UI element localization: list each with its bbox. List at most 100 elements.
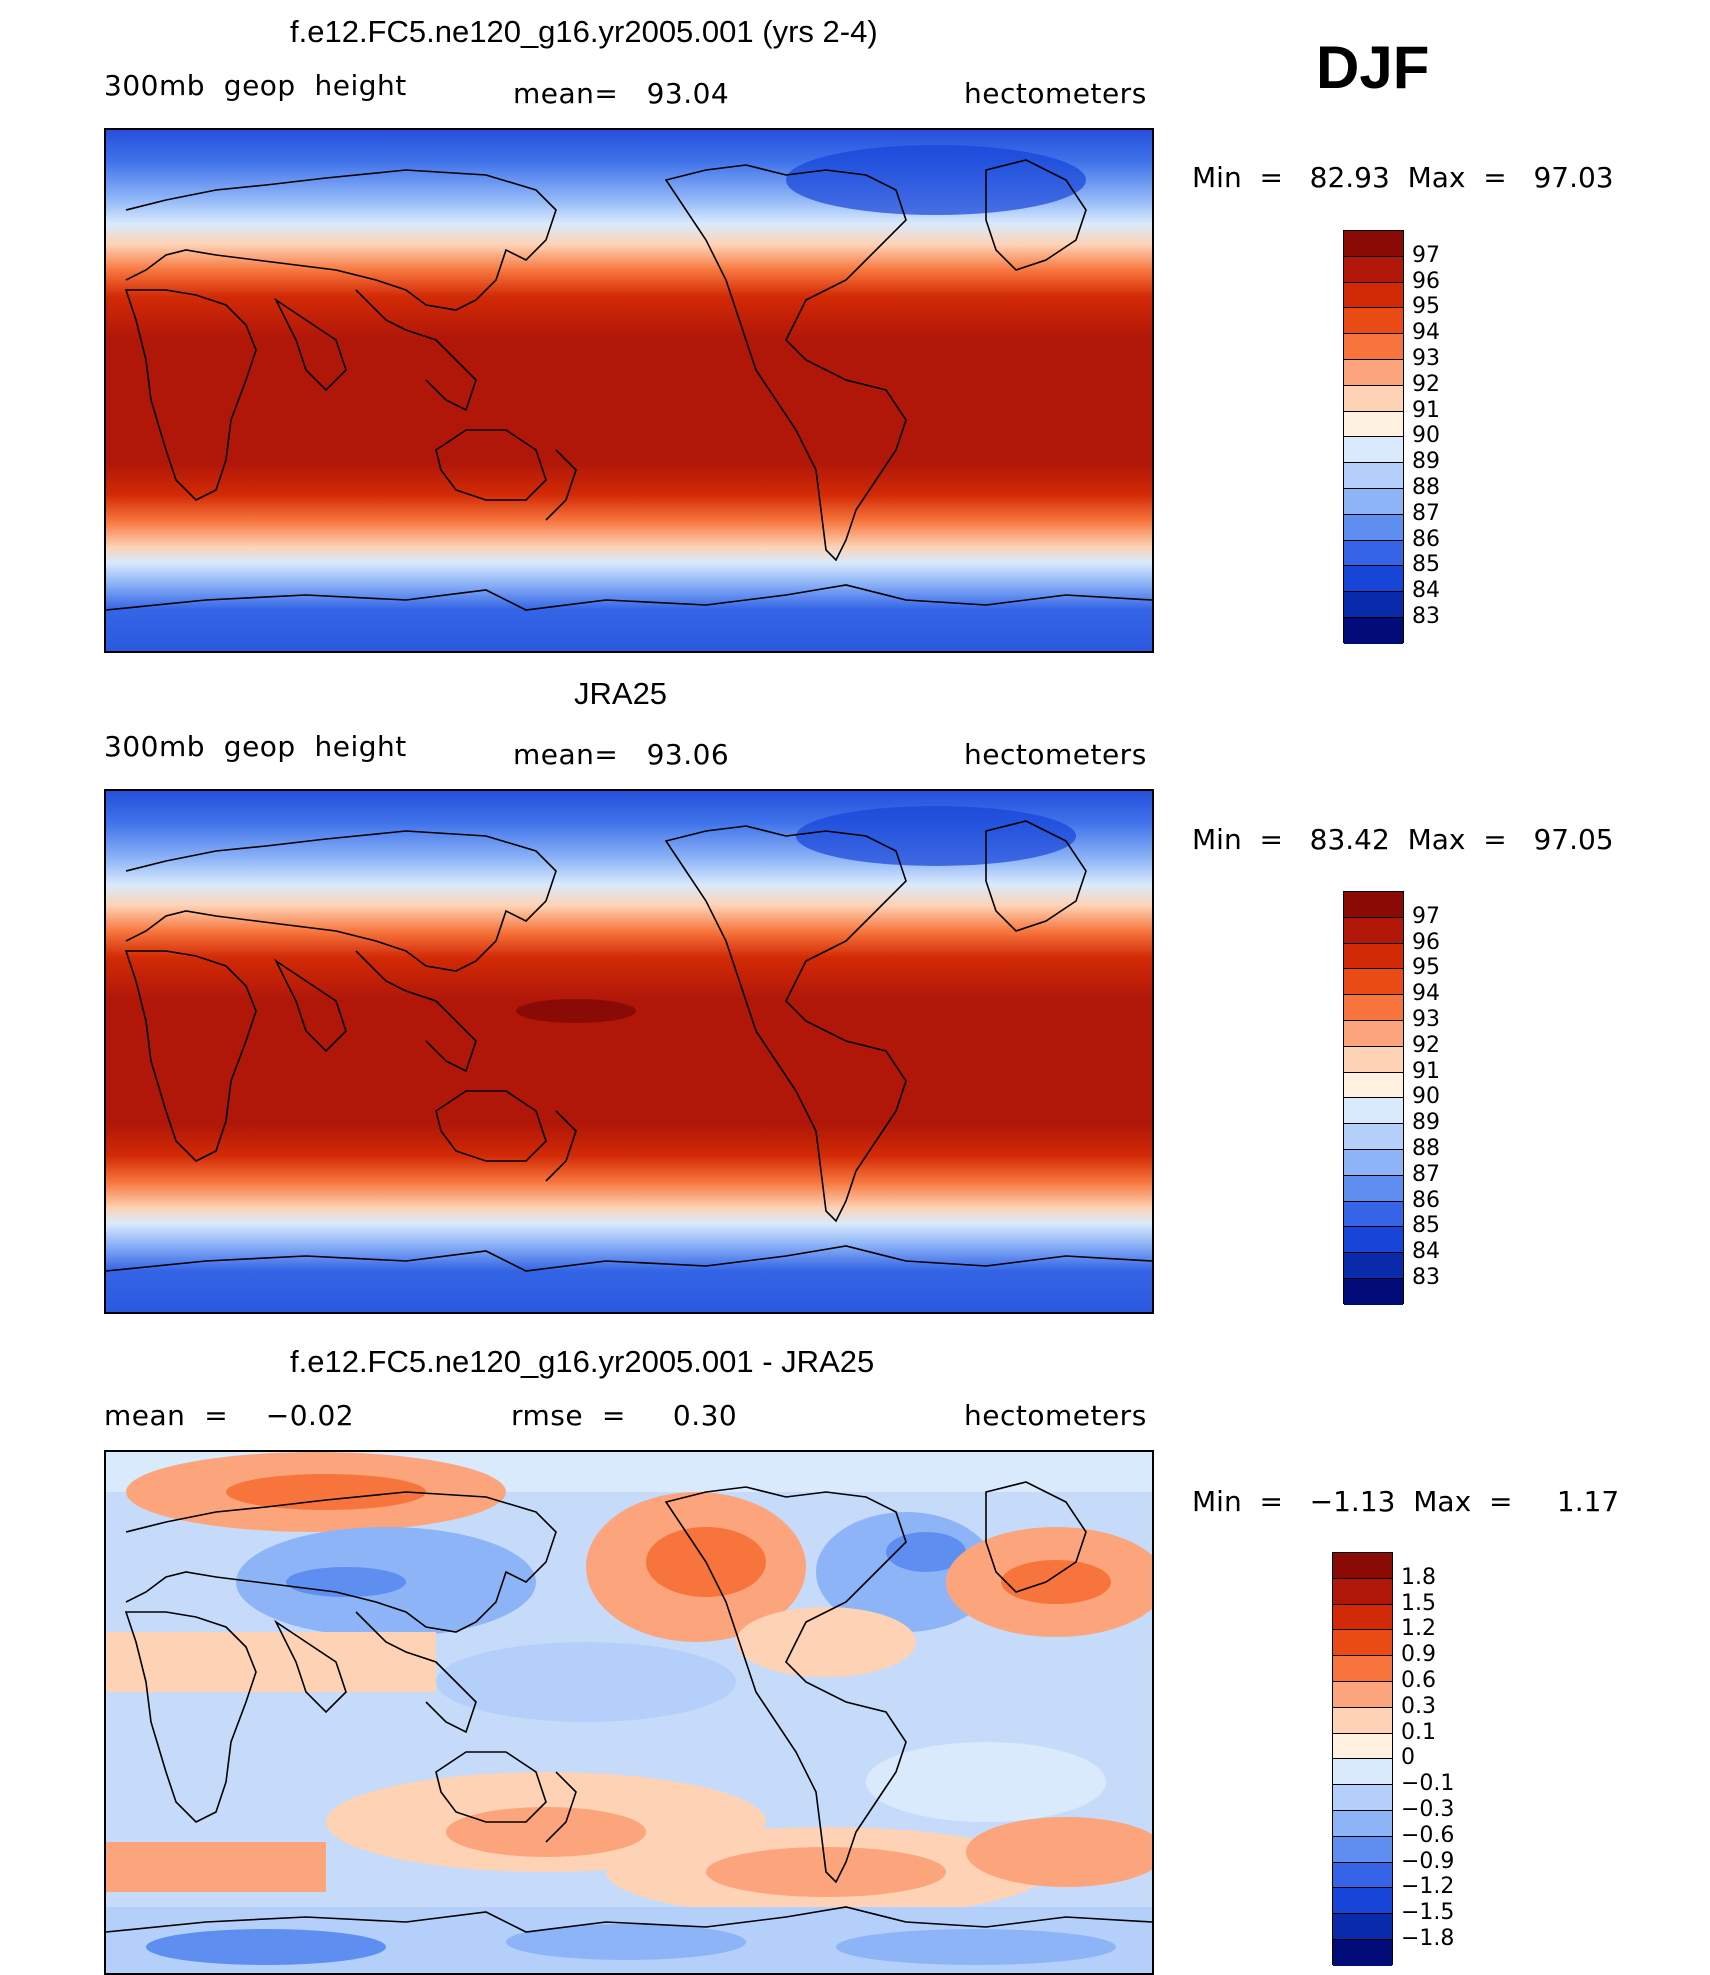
colorbar-tick-label: 89 bbox=[1412, 1110, 1440, 1136]
colorbar-swatch bbox=[1344, 540, 1403, 567]
colorbar-swatch bbox=[1344, 1072, 1403, 1099]
colorbar-tick-label: 84 bbox=[1412, 578, 1440, 604]
colorbar-box bbox=[1332, 1552, 1393, 1966]
colorbar-swatch bbox=[1333, 1785, 1392, 1811]
colorbar-swatch bbox=[1333, 1553, 1392, 1579]
panel-1-map bbox=[104, 128, 1154, 653]
panel-1-field bbox=[106, 130, 1152, 651]
colorbar-tick-label: 89 bbox=[1412, 449, 1440, 475]
colorbar-swatch bbox=[1344, 1124, 1403, 1150]
colorbar-tick-label: 0.9 bbox=[1401, 1642, 1436, 1668]
colorbar-swatch bbox=[1344, 1098, 1403, 1125]
colorbar-swatch bbox=[1344, 1279, 1403, 1305]
colorbar-swatch bbox=[1333, 1759, 1392, 1786]
panel-2-mean-label: mean= 93.06 bbox=[513, 738, 730, 771]
colorbar-tick-label: 87 bbox=[1412, 500, 1440, 526]
colorbar-swatch bbox=[1344, 1227, 1403, 1254]
colorbar-tick-label: 86 bbox=[1412, 1187, 1440, 1213]
colorbar-tick-label: −1.2 bbox=[1401, 1874, 1455, 1900]
panel-3-mean-label: mean = −0.02 bbox=[104, 1399, 355, 1432]
colorbar-tick-label: 93 bbox=[1412, 346, 1440, 371]
colorbar-tick-label: 90 bbox=[1412, 1084, 1440, 1110]
colorbar-swatch bbox=[1333, 1811, 1392, 1837]
colorbar-tick-label: −1.8 bbox=[1401, 1926, 1455, 1951]
colorbar-tick-label: 92 bbox=[1412, 371, 1440, 397]
colorbar-tick-label: 92 bbox=[1412, 1032, 1440, 1058]
colorbar-swatch bbox=[1344, 892, 1403, 918]
colorbar-tick-label: −0.1 bbox=[1401, 1771, 1455, 1797]
panel-2-coastlines bbox=[106, 820, 1152, 1272]
panel-2-field bbox=[106, 791, 1152, 1312]
colorbar-tick-label: −1.5 bbox=[1401, 1900, 1455, 1926]
colorbar-tick-label: 91 bbox=[1412, 1058, 1440, 1084]
panel-2-map-svg bbox=[106, 791, 1152, 1312]
colorbar-swatch bbox=[1344, 385, 1403, 412]
colorbar-tick-label: 95 bbox=[1412, 955, 1440, 981]
colorbar-tick-label: 1.8 bbox=[1401, 1564, 1436, 1590]
colorbar-swatch bbox=[1344, 1175, 1403, 1202]
colorbar-swatch bbox=[1344, 1150, 1403, 1176]
panel-2-minmax: Min = 83.42 Max = 97.05 bbox=[1192, 823, 1614, 856]
colorbar-tick-label: 88 bbox=[1412, 1136, 1440, 1161]
colorbar-tick-label: 83 bbox=[1412, 1265, 1440, 1290]
colorbar-swatch bbox=[1333, 1707, 1392, 1734]
colorbar-tick-label: −0.3 bbox=[1401, 1797, 1455, 1822]
colorbar-tick-label: 93 bbox=[1412, 1007, 1440, 1032]
colorbar-swatch bbox=[1344, 943, 1403, 970]
colorbar-swatch bbox=[1344, 282, 1403, 309]
colorbar-swatch bbox=[1344, 969, 1403, 996]
panel-2-title: JRA25 bbox=[574, 676, 668, 711]
colorbar-tick-label: 1.5 bbox=[1401, 1590, 1436, 1616]
panel-1-title: f.e12.FC5.ne120_g16.yr2005.001 (yrs 2-4) bbox=[290, 14, 878, 49]
panel-3-minmax: Min = −1.13 Max = 1.17 bbox=[1192, 1485, 1620, 1518]
colorbar-swatch bbox=[1344, 437, 1403, 464]
panel-3-title: f.e12.FC5.ne120_g16.yr2005.001 - JRA25 bbox=[290, 1344, 875, 1379]
panel-2-high-center bbox=[516, 999, 636, 1023]
colorbar-swatch bbox=[1333, 1733, 1392, 1760]
panel-1-units-label: hectometers bbox=[964, 77, 1147, 110]
colorbar-tick-label: 83 bbox=[1412, 604, 1440, 629]
colorbar-swatch bbox=[1344, 592, 1403, 618]
colorbar-swatch bbox=[1344, 917, 1403, 944]
colorbar-tick-label: 97 bbox=[1412, 242, 1440, 268]
colorbar-swatch bbox=[1344, 1201, 1403, 1228]
panel-3-coastlines bbox=[106, 1481, 1152, 1933]
colorbar-swatch bbox=[1344, 489, 1403, 515]
colorbar-tick-label: 95 bbox=[1412, 294, 1440, 320]
colorbar-tick-label: 94 bbox=[1412, 320, 1440, 346]
colorbar-swatch bbox=[1344, 308, 1403, 335]
colorbar-swatch bbox=[1344, 995, 1403, 1021]
panel-1-low-center bbox=[786, 145, 1086, 215]
colorbar-swatch bbox=[1344, 514, 1403, 541]
colorbar-swatch bbox=[1333, 1630, 1392, 1657]
colorbar-swatch bbox=[1344, 1253, 1403, 1279]
panel-1-mean-label: mean= 93.04 bbox=[513, 77, 730, 110]
colorbar-swatch bbox=[1344, 463, 1403, 489]
colorbar-swatch bbox=[1344, 360, 1403, 386]
colorbar-swatch bbox=[1344, 1046, 1403, 1073]
colorbar-swatch bbox=[1344, 334, 1403, 360]
panel-3-map bbox=[104, 1450, 1154, 1975]
colorbar-tick-label: −0.6 bbox=[1401, 1822, 1455, 1848]
colorbar-tick-label: −0.9 bbox=[1401, 1848, 1455, 1874]
colorbar-box bbox=[1343, 891, 1404, 1305]
colorbar-swatch bbox=[1333, 1578, 1392, 1605]
colorbar-tick-label: 97 bbox=[1412, 903, 1440, 929]
colorbar-tick-label: 94 bbox=[1412, 981, 1440, 1007]
colorbar-swatch bbox=[1344, 618, 1403, 644]
colorbar-swatch bbox=[1344, 231, 1403, 257]
colorbar-swatch bbox=[1333, 1914, 1392, 1940]
colorbar-swatch bbox=[1333, 1940, 1392, 1966]
colorbar-swatch bbox=[1344, 1021, 1403, 1047]
colorbar-swatch bbox=[1333, 1862, 1392, 1889]
colorbar-tick-label: 85 bbox=[1412, 552, 1440, 578]
panel-1-field-label: 300mb geop height bbox=[104, 69, 407, 102]
colorbar-swatch bbox=[1333, 1888, 1392, 1915]
colorbar-tick-label: 86 bbox=[1412, 526, 1440, 552]
colorbar-tick-label: 0.6 bbox=[1401, 1668, 1436, 1693]
colorbar-tick-label: 0.3 bbox=[1401, 1693, 1436, 1719]
panel-3-units-label: hectometers bbox=[964, 1399, 1147, 1432]
colorbar-swatch bbox=[1344, 256, 1403, 283]
panel-1-minmax: Min = 82.93 Max = 97.03 bbox=[1192, 161, 1614, 194]
panel-3-rmse-label: rmse = 0.30 bbox=[511, 1399, 738, 1432]
